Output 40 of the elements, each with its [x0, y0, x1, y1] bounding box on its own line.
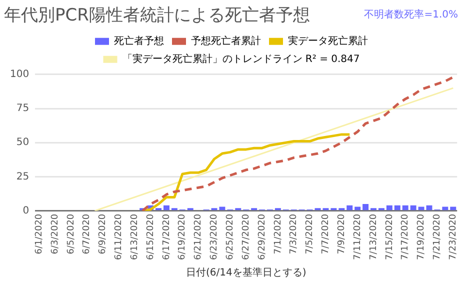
- y-tick-label: 100: [10, 68, 30, 80]
- x-tick-label: 7/11/2020: [352, 214, 363, 260]
- x-tick-label: 7/1/2020: [273, 214, 284, 254]
- x-tick-label: 6/1/2020: [34, 214, 44, 254]
- x-tick-label: 6/3/2020: [50, 214, 60, 254]
- x-axis-title: 日付(6/14を基準日とする): [186, 266, 306, 279]
- x-tick-label: 6/19/2020: [178, 214, 188, 260]
- legend-label: 「実データ死亡累計」のトレンドライン R² = 0.847: [122, 52, 360, 65]
- x-tick-label: 6/27/2020: [241, 214, 252, 260]
- legend-label: 死亡者予想: [114, 34, 164, 47]
- x-tick-label: 6/25/2020: [226, 214, 236, 260]
- x-tick-label: 6/23/2020: [210, 214, 220, 260]
- y-tick-label: 50: [16, 137, 30, 148]
- x-tick-label: 7/5/2020: [305, 214, 316, 254]
- x-tick-label: 7/9/2020: [336, 214, 347, 254]
- x-tick-label: 7/3/2020: [289, 214, 300, 254]
- legend-label: 実データ死亡累計: [288, 34, 368, 47]
- y-tick-label: 75: [16, 103, 30, 114]
- legend-label: 予想死亡者累計: [191, 34, 261, 47]
- x-tick-label: 6/5/2020: [66, 214, 76, 254]
- y-tick-label: 0: [22, 205, 30, 216]
- x-tick-label: 7/23/2020: [448, 214, 458, 260]
- x-tick-label: 6/29/2020: [257, 214, 268, 260]
- x-tick-label: 7/7/2020: [321, 214, 332, 254]
- line-series: [141, 76, 454, 211]
- text: 不明者数死率=1.0%: [364, 8, 458, 21]
- x-tick-label: 7/17/2020: [400, 214, 411, 260]
- x-tick-label: 6/9/2020: [98, 214, 108, 254]
- y-tick-label: 25: [16, 171, 30, 182]
- x-tick-label: 6/17/2020: [162, 214, 172, 260]
- x-tick-label: 7/21/2020: [432, 214, 443, 260]
- x-tick-label: 6/11/2020: [114, 214, 124, 260]
- x-tick-label: 6/15/2020: [146, 214, 156, 260]
- x-tick-label: 7/15/2020: [384, 214, 395, 260]
- x-tick-label: 6/7/2020: [82, 214, 92, 254]
- x-tick-label: 7/19/2020: [416, 214, 427, 260]
- x-tick-label: 6/13/2020: [130, 214, 140, 260]
- chart-title: 年代別PCR陽性者統計による死亡者予想: [4, 6, 310, 26]
- x-tick-label: 6/21/2020: [194, 214, 204, 260]
- x-tick-label: 7/13/2020: [368, 214, 379, 260]
